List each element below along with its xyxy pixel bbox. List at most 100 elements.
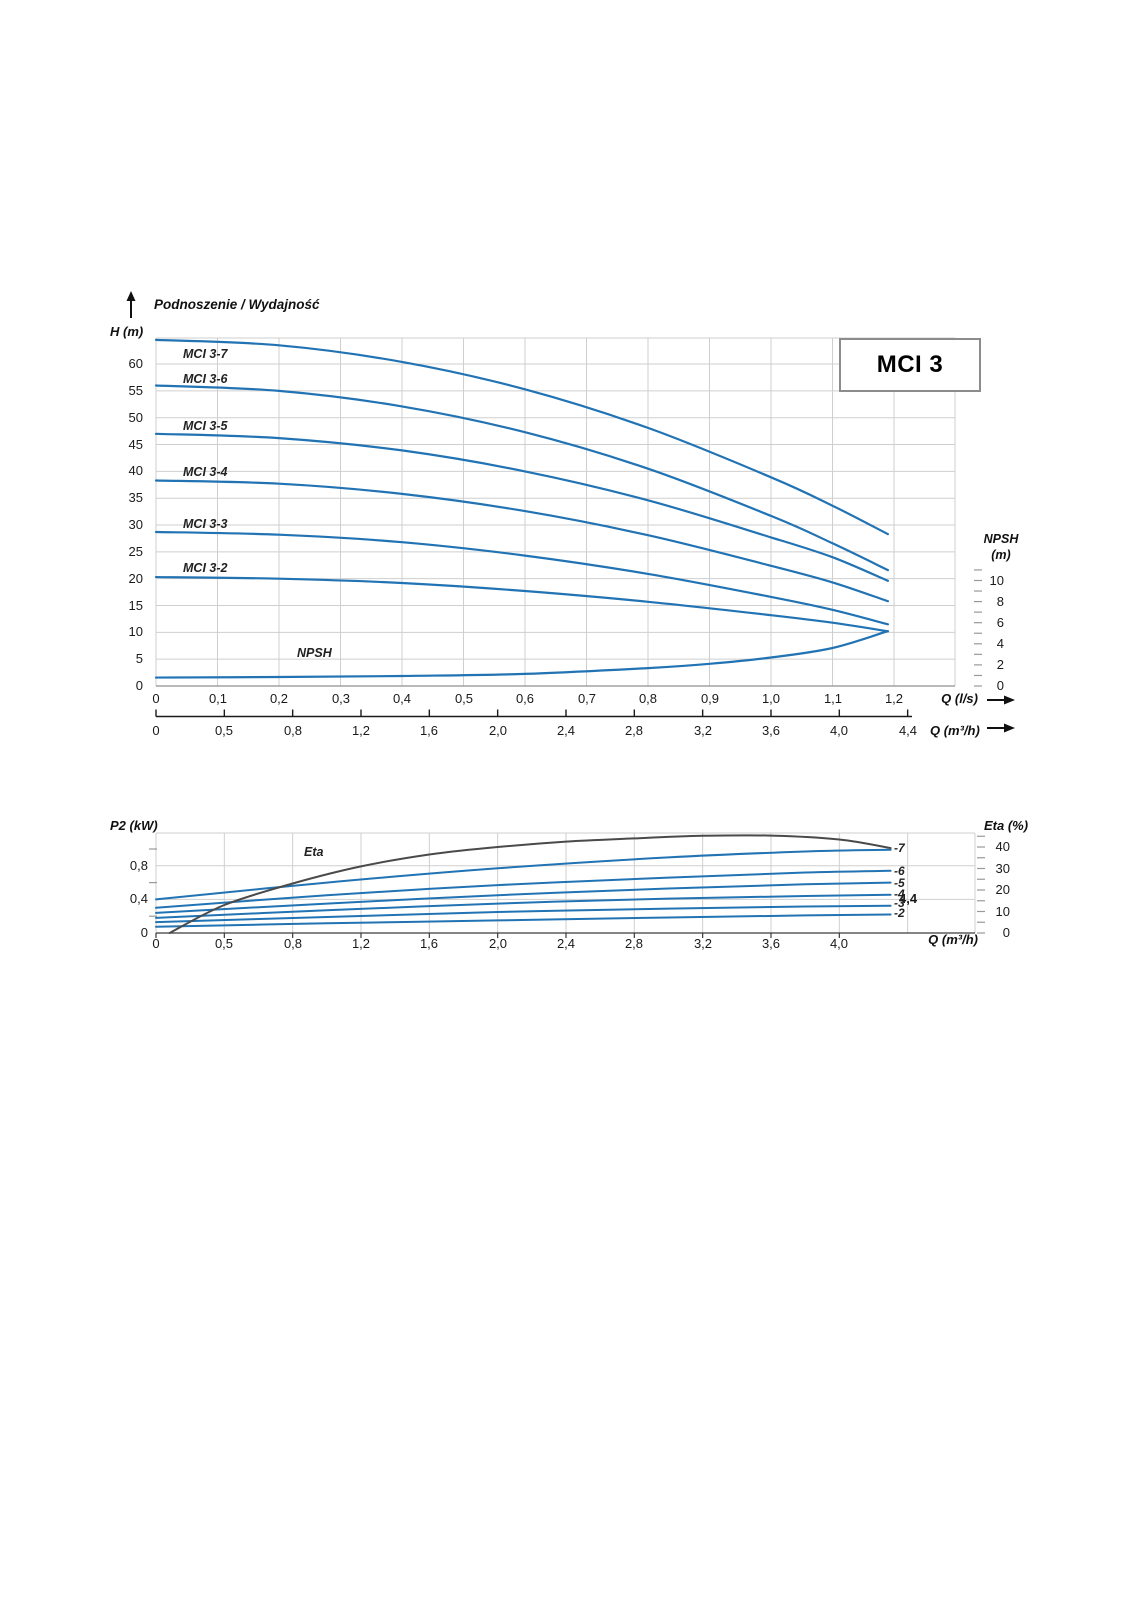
pump-model-box: MCI 3: [839, 338, 981, 392]
p2-axis-tick-label: 0,4: [129, 891, 148, 906]
q-m3h-axis-label-top: Q (m³/h): [930, 723, 980, 738]
stray-44-label: 4,4: [899, 891, 918, 906]
npsh-axis-tick-label: 2: [996, 657, 1004, 672]
npsh-axis-title-line2: (m): [991, 548, 1011, 562]
h-axis-tick-label: 20: [128, 571, 143, 586]
eta-axis-tick-label: 20: [995, 882, 1010, 897]
q-m3h-top-tick-label: 2,4: [556, 723, 576, 738]
curve-mci-3-7: [154, 338, 889, 536]
top-curve-label: MCI 3-6: [183, 372, 228, 386]
q-m3h-right-arrow-icon: [1004, 723, 1015, 733]
eta-axis-tick-label: 30: [995, 861, 1010, 876]
curve-mci-3-3: [154, 530, 889, 626]
q-ls-tick-label: 0,5: [454, 691, 474, 706]
q-m3h-bottom-tick-label: 0,5: [214, 936, 234, 951]
h-axis-tick-label: 50: [128, 410, 143, 425]
q-m3h-top-tick-label: 0,8: [283, 723, 303, 738]
npsh-axis-tick-label: 4: [996, 636, 1004, 651]
h-axis-tick-label: 35: [128, 490, 143, 505]
q-ls-tick-label: 0,8: [638, 691, 658, 706]
bottom-curve-end-label: -4: [894, 887, 905, 901]
curve-eta: [168, 834, 892, 934]
h-axis-label: H (m): [110, 324, 144, 339]
q-ls-tick-label: 0,9: [700, 691, 720, 706]
top-curve-label: MCI 3-3: [183, 517, 228, 531]
curve-p2-mci-3-3: [155, 904, 892, 924]
pump-model-title: MCI 3: [876, 351, 944, 378]
q-m3h-bottom-tick-label: 2,4: [556, 936, 576, 951]
q-m3h-bottom-tick-label: 3,6: [761, 936, 781, 951]
curve-p2-mci-3-7: [155, 848, 892, 901]
q-ls-tick-label: 0,7: [577, 691, 597, 706]
curve-mci-3-4: [154, 479, 889, 603]
h-axis-tick-label: 45: [128, 437, 143, 452]
q-ls-tick-label: 1,0: [761, 691, 781, 706]
h-axis-tick-label: 10: [128, 624, 143, 639]
curve-npsh: [154, 630, 889, 679]
npsh-axis-title-line1: NPSH: [983, 532, 1019, 546]
eta-axis-tick-label: 10: [995, 904, 1010, 919]
curve-p2-mci-3-2: [155, 913, 892, 928]
curve-p2-mci-3-6: [155, 869, 892, 909]
q-ls-tick-label: 1,2: [884, 691, 904, 706]
q-m3h-top-tick-label: 3,6: [761, 723, 781, 738]
q-m3h-top-tick-label: 0,5: [214, 723, 234, 738]
q-m3h-bottom-tick-label: 1,6: [419, 936, 439, 951]
curve-p2-mci-3-4: [155, 893, 892, 919]
q-ls-axis-label: Q (l/s): [941, 691, 978, 706]
h-axis-tick-label: 30: [128, 517, 143, 532]
q-m3h-top-tick-label: 0: [152, 723, 160, 738]
npsh-axis-tick-label: 6: [996, 615, 1004, 630]
h-axis-tick-label: 5: [135, 651, 143, 666]
q-m3h-axis-label-bottom: Q (m³/h): [928, 932, 978, 947]
q-m3h-bottom-tick-label: 0,8: [283, 936, 303, 951]
bottom-curve-end-label: -3: [894, 896, 905, 910]
npsh-axis-tick-label: 8: [996, 594, 1004, 609]
eta-axis-tick-label: 0: [1002, 925, 1010, 940]
curve-p2-mci-3-5: [155, 881, 892, 914]
q-m3h-top-tick-label: 2,8: [624, 723, 644, 738]
bottom-curve-end-label: -2: [894, 906, 905, 920]
p2-axis-tick-label: 0,8: [129, 858, 148, 873]
eta-axis-tick-label: 40: [995, 839, 1010, 854]
q-ls-tick-label: 0,1: [208, 691, 228, 706]
top-curve-label: MCI 3-5: [183, 419, 228, 433]
top-curve-label: MCI 3-2: [183, 561, 228, 575]
q-m3h-bottom-tick-label: 2,0: [488, 936, 508, 951]
npsh-axis-tick-label: 0: [996, 678, 1004, 693]
q-ls-right-arrow-icon: [1004, 695, 1015, 705]
q-m3h-top-tick-label: 4,0: [829, 723, 849, 738]
bottom-curve-end-label: -7: [894, 841, 905, 855]
q-m3h-bottom-tick-label: 0: [152, 936, 160, 951]
h-axis-tick-label: 15: [128, 598, 143, 613]
npsh-curve-label: NPSH: [297, 646, 332, 660]
q-ls-tick-label: 0,2: [269, 691, 289, 706]
q-m3h-top-tick-label: 2,0: [488, 723, 508, 738]
npsh-axis-tick-label: 10: [989, 573, 1004, 588]
q-m3h-bottom-tick-label: 4,0: [829, 936, 849, 951]
eta-axis-label: Eta (%): [984, 818, 1029, 833]
h-axis-tick-label: 55: [128, 383, 143, 398]
h-axis-tick-label: 40: [128, 463, 143, 478]
bottom-curve-end-label: -5: [894, 876, 905, 890]
top-curve-label: MCI 3-4: [183, 465, 228, 479]
curve-mci-3-5: [154, 432, 889, 582]
h-axis-tick-label: 25: [128, 544, 143, 559]
bottom-curve-end-label: -6: [894, 864, 905, 878]
p2-axis-tick-label: 0: [140, 925, 148, 940]
eta-curve-label: Eta: [304, 845, 324, 859]
q-m3h-top-tick-label: 3,2: [693, 723, 713, 738]
q-ls-tick-label: 1,1: [823, 691, 843, 706]
y-axis-up-arrow-icon: [126, 291, 136, 301]
curve-mci-3-6: [154, 384, 889, 572]
q-ls-tick-label: 0,3: [331, 691, 351, 706]
top-curve-label: MCI 3-7: [183, 347, 228, 361]
q-m3h-bottom-tick-label: 1,2: [351, 936, 371, 951]
top-chart-title: Podnoszenie / Wydajność: [154, 297, 320, 312]
h-axis-tick-label: 0: [135, 678, 143, 693]
q-m3h-bottom-tick-label: 2,8: [624, 936, 644, 951]
q-m3h-bottom-tick-label: 3,2: [693, 936, 713, 951]
q-m3h-top-tick-label: 4,4: [898, 723, 918, 738]
